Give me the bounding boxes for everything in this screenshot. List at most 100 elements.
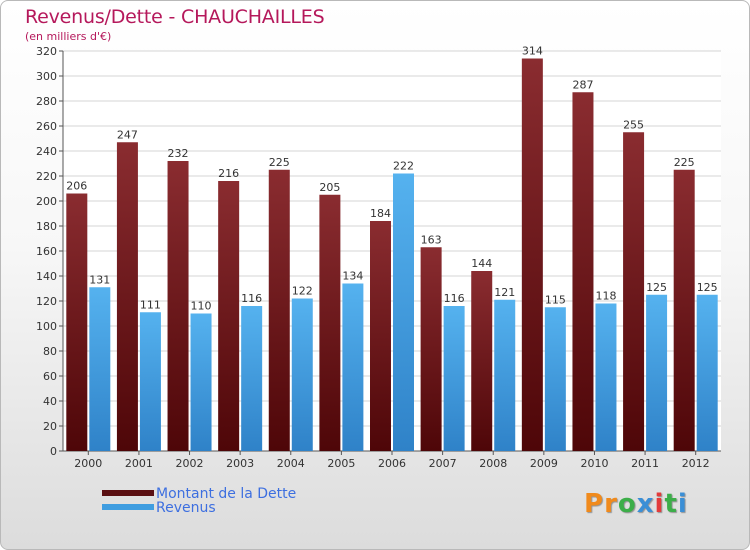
y-tick-label: 160 (36, 245, 57, 258)
data-labels: 206 131 247 111 232 110 216 116 225 122 205 134 184 2… (66, 45, 717, 313)
bar-debt (471, 271, 493, 451)
logo-letter: i (677, 489, 688, 519)
data-label-debt: 225 (674, 156, 695, 169)
bar-revenus (646, 294, 668, 451)
bar-revenus (494, 299, 516, 451)
chart-subtitle: (en milliers d'€) (25, 30, 112, 43)
data-label-debt: 216 (218, 167, 239, 180)
bars (66, 58, 718, 451)
legend-swatch-revenus (102, 504, 154, 510)
y-tick-label: 320 (36, 45, 57, 58)
bar-debt (521, 58, 543, 451)
y-tick-label: 200 (36, 195, 57, 208)
bar-revenus (443, 306, 465, 451)
x-tick-label: 2006 (378, 457, 406, 470)
data-label-revenus: 125 (697, 281, 718, 294)
bar-debt (420, 247, 442, 451)
bar-debt (319, 194, 341, 451)
logo-letter: o (617, 489, 637, 519)
logo-letter: t (664, 489, 678, 519)
y-tick-label: 0 (50, 445, 57, 458)
x-tick-label: 2001 (125, 457, 153, 470)
x-tick-label: 2010 (580, 457, 608, 470)
data-label-revenus: 115 (545, 293, 566, 306)
logo-letter: P (584, 489, 605, 519)
bar-revenus (393, 173, 414, 451)
bar-revenus (595, 303, 617, 451)
bar-revenus (696, 294, 718, 451)
x-tick-label: 2011 (631, 457, 659, 470)
x-tick-label: 2005 (327, 457, 355, 470)
data-label-revenus: 116 (444, 292, 465, 305)
proxiti-logo: Proxiti (584, 489, 688, 519)
y-tick-label: 280 (36, 95, 57, 108)
data-label-debt: 163 (421, 233, 442, 246)
data-label-revenus: 125 (646, 281, 667, 294)
y-axis: 0 20 40 60 80 100 120 140 160 180 200 220 240 260 280 3… (36, 45, 64, 458)
bar-debt (370, 221, 391, 451)
bar-debt (673, 169, 695, 451)
data-label-revenus: 118 (595, 290, 616, 303)
y-tick-label: 260 (36, 120, 57, 133)
x-tick-label: 2012 (682, 457, 710, 470)
data-label-revenus: 110 (191, 300, 212, 313)
y-tick-label: 140 (36, 270, 57, 283)
data-label-debt: 225 (269, 156, 290, 169)
data-label-debt: 144 (471, 257, 492, 270)
y-tick-label: 240 (36, 145, 57, 158)
legend-label-revenus: Revenus (156, 500, 216, 516)
x-tick-label: 2007 (429, 457, 457, 470)
y-tick-label: 60 (43, 370, 57, 383)
bar-debt (116, 142, 138, 451)
legend-swatch-debt (102, 490, 154, 496)
y-tick-label: 40 (43, 395, 57, 408)
logo-letter: i (654, 489, 665, 519)
data-label-debt: 314 (522, 45, 543, 58)
legend-label-debt: Montant de la Dette (156, 486, 297, 502)
y-tick-label: 120 (36, 295, 57, 308)
bar-debt (572, 92, 594, 451)
logo-letter: r (604, 489, 618, 519)
data-label-revenus: 222 (393, 160, 414, 173)
y-tick-label: 100 (36, 320, 57, 333)
y-tick-label: 20 (43, 420, 57, 433)
data-label-revenus: 111 (140, 298, 161, 311)
data-label-revenus: 116 (241, 292, 262, 305)
x-tick-label: 2003 (226, 457, 254, 470)
bar-revenus (291, 298, 313, 451)
chart-title: Revenus/Dette - CHAUCHAILLES (25, 6, 325, 28)
bar-revenus (139, 312, 161, 451)
data-label-revenus: 134 (342, 270, 363, 283)
data-label-debt: 232 (168, 147, 189, 160)
data-label-debt: 247 (117, 128, 138, 141)
data-label-revenus: 131 (89, 273, 110, 286)
bar-revenus (342, 283, 364, 451)
data-label-debt: 205 (319, 181, 340, 194)
data-label-debt: 255 (623, 118, 644, 131)
y-tick-label: 80 (43, 345, 57, 358)
bar-debt (66, 193, 88, 451)
data-label-revenus: 121 (494, 286, 515, 299)
data-label-debt: 206 (66, 180, 87, 193)
x-axis: 2000 2001 2002 2003 2004 2005 2006 2007 2008 2009… (63, 450, 721, 470)
bar-revenus (89, 287, 111, 451)
bar-debt (268, 169, 290, 451)
y-tick-label: 180 (36, 220, 57, 233)
bar-revenus (544, 307, 566, 451)
data-label-revenus: 122 (292, 285, 313, 298)
x-tick-label: 2009 (530, 457, 558, 470)
bar-debt (623, 132, 645, 451)
data-label-debt: 184 (370, 207, 391, 220)
x-tick-label: 2002 (176, 457, 204, 470)
x-tick-label: 2004 (277, 457, 305, 470)
bar-revenus (241, 306, 263, 451)
data-label-debt: 287 (572, 78, 593, 91)
y-tick-label: 300 (36, 70, 57, 83)
bar-revenus (190, 313, 212, 451)
y-tick-label: 220 (36, 170, 57, 183)
logo-letter: x (636, 489, 655, 519)
x-tick-label: 2008 (479, 457, 507, 470)
bar-debt (218, 181, 240, 451)
